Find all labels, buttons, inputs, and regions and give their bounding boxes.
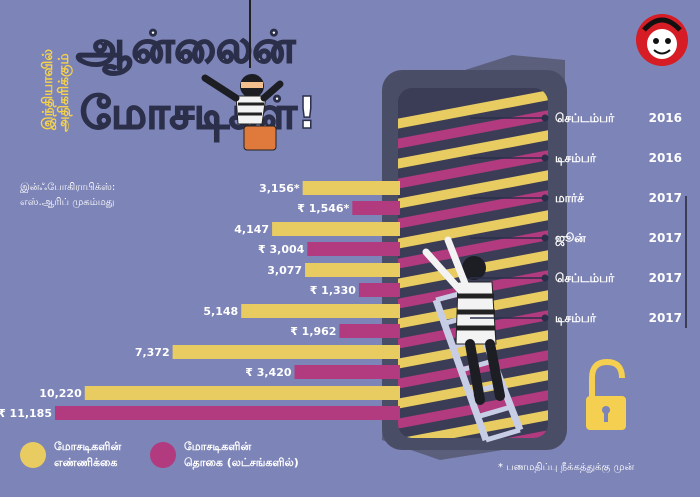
bar-amount (307, 242, 400, 256)
legend-amount-line2: தொகை (லட்சங்களில்) (184, 456, 299, 470)
footnote: * பணமதிப்பு நீக்கத்துக்கு முன் (498, 462, 635, 474)
legend-amount-line1: மோசடிகளின் (184, 440, 251, 453)
category-dot (541, 314, 549, 322)
data-label-amount: ₹ 3,004 (258, 243, 305, 256)
screen-stripe (398, 228, 548, 272)
padlock-icon (586, 358, 626, 430)
screen-stripe (398, 88, 548, 132)
category-month: மார்ச் (555, 191, 584, 205)
bar-count (84, 386, 400, 400)
screen-stripe (398, 208, 548, 252)
bar-group: 3,156* ₹ 1,546* 4,147 ₹ 3,004 3,077 ₹ 1,330 5,… (0, 181, 400, 420)
page-title-line1: ஆன்லைன் (76, 22, 296, 75)
legend-count-line1: மோசடிகளின் (54, 440, 121, 453)
data-label-count: 3,156* (259, 182, 300, 195)
data-label-count: 3,077 (267, 264, 302, 277)
data-label-amount: ₹ 1,962 (290, 325, 336, 338)
category-dot (541, 234, 549, 242)
data-label-count: 4,147 (234, 223, 269, 236)
legend: மோசடிகளின் எண்ணிக்கை மோசடிகளின் தொகை (லட… (20, 440, 299, 470)
bar-amount (55, 406, 400, 420)
logo-icon (636, 14, 688, 66)
screen-stripe (398, 388, 548, 432)
category-labels: செப்டம்பர் 2016 டிசம்பர் 2016 மார்ச் 2017 ஜூன்… (470, 111, 687, 328)
category-dot (541, 154, 549, 162)
bar-amount (339, 324, 400, 338)
category-dot (541, 114, 549, 122)
data-label-amount: ₹ 1,546* (297, 202, 349, 215)
bar-count (241, 304, 400, 318)
screen-stripe (398, 108, 548, 152)
screen-stripe (398, 188, 548, 232)
category-year: 2017 (649, 231, 682, 245)
bar-amount (352, 201, 400, 215)
bar-count (302, 181, 400, 195)
category-month: டிசம்பர் (555, 311, 597, 326)
screen-stripe (398, 148, 548, 192)
bar-amount (294, 365, 400, 379)
data-label-amount: ₹ 11,185 (0, 407, 52, 420)
data-label-count: 7,372 (135, 346, 170, 359)
category-year: 2017 (649, 271, 682, 285)
bar-count (172, 345, 400, 359)
category-year: 2016 (649, 111, 682, 125)
bar-count (272, 222, 400, 236)
thief-icon (201, 0, 284, 151)
category-year: 2016 (649, 151, 682, 165)
bar-count (305, 263, 400, 277)
credit-line1: இன்ஃபோகிராபிக்ஸ்: (20, 182, 115, 193)
category-dot (541, 274, 549, 282)
data-label-amount: ₹ 3,420 (245, 366, 292, 379)
category-month: செப்டம்பர் (555, 111, 615, 125)
credit-line2: எஸ்.ஆரிப் முகம்மது (20, 197, 114, 208)
category-month: ஜூன் (555, 231, 586, 246)
data-label-count: 10,220 (39, 387, 82, 400)
category-dot (541, 194, 549, 202)
legend-swatch-amount (150, 442, 176, 468)
ladder-rung (476, 404, 512, 420)
page-title-line2: மோசடிகள்! (80, 88, 317, 142)
side-line1: இந்தியாவில் (40, 49, 57, 131)
category-month: டிசம்பர் (555, 151, 597, 166)
side-line2: அதிகரிக்கும் (56, 53, 73, 132)
climbing-thief-icon (422, 236, 505, 405)
data-label-amount: ₹ 1,330 (310, 284, 357, 297)
bar-amount (358, 283, 400, 297)
category-year: 2017 (649, 191, 682, 205)
screen-stripe (398, 128, 548, 172)
legend-swatch-count (20, 442, 46, 468)
ladder-rung (485, 427, 521, 443)
legend-count-line2: எண்ணிக்கை (54, 456, 117, 469)
category-month: செப்டம்பர் (555, 271, 615, 285)
data-label-count: 5,148 (203, 305, 238, 318)
category-year: 2017 (649, 311, 682, 325)
screen-stripe (398, 168, 548, 212)
